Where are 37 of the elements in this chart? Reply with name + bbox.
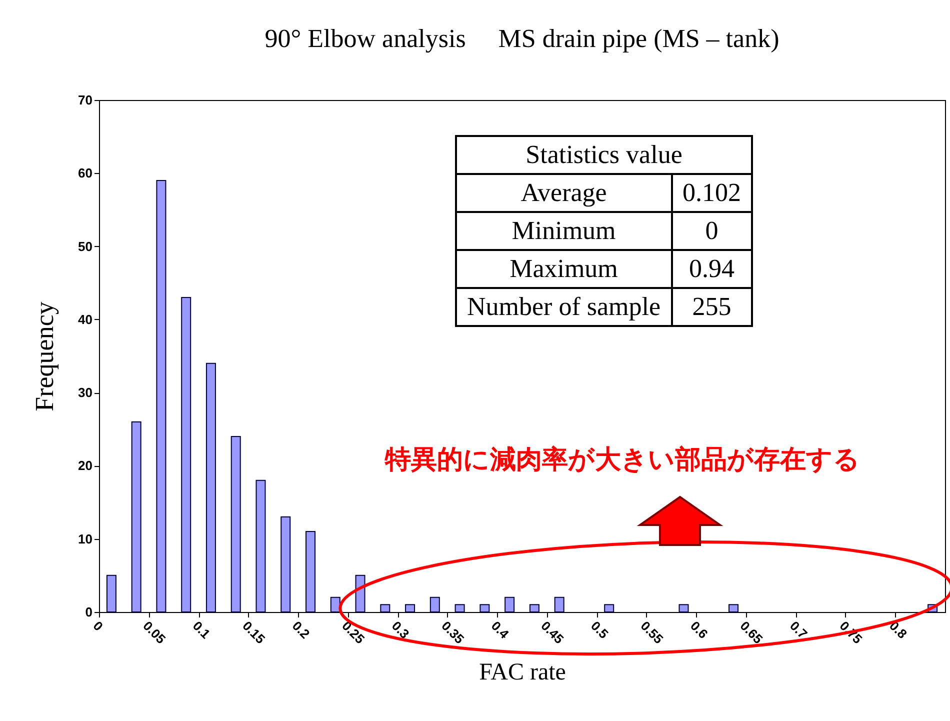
annotation: Average: [456, 174, 672, 212]
annotation: 0.94: [672, 250, 752, 288]
x-tick-label: 0.05: [140, 618, 169, 647]
annotation: Maximum: [456, 250, 672, 288]
annotation: 特異的に減肉率が大きい部品が存在する: [385, 444, 860, 477]
chart-title: 90° Elbow analysis MS drain pipe (MS – tank): [264, 24, 780, 53]
x-tick-label: 0.25: [339, 618, 368, 647]
x-tick-label: 0: [90, 618, 106, 634]
annotation: 255: [672, 288, 752, 326]
x-tick-label: 0.8: [886, 618, 910, 642]
annotation: Minimum: [456, 212, 672, 250]
x-axis-title: FAC rate: [479, 660, 566, 686]
y-axis-title: Frequency: [30, 302, 60, 412]
y-tick-label: 0: [85, 604, 92, 620]
x-tick-label: 0.4: [488, 618, 512, 642]
x-tick-label: 0.1: [190, 618, 214, 642]
x-tick-label: 0.6: [687, 618, 711, 642]
x-tick-label: 0.15: [240, 618, 268, 647]
x-tick-label: 0.7: [787, 618, 810, 642]
annotation: Number of sample: [456, 288, 672, 326]
x-tick-label: 0.3: [388, 618, 412, 642]
x-tick-label: 0.35: [438, 618, 468, 647]
y-tick-label: 10: [78, 531, 92, 546]
annotation: Statistics value: [456, 136, 752, 174]
x-tick-label: 0.55: [638, 618, 666, 647]
x-tick-label: 0.5: [588, 618, 612, 642]
y-tick-label: 70: [78, 92, 92, 108]
y-tick-label: 40: [78, 312, 92, 327]
annotation: 0: [672, 212, 752, 250]
x-tick-label: 0.2: [289, 618, 313, 642]
x-tick-label: 0.65: [737, 618, 766, 647]
y-tick-label: 50: [78, 238, 92, 254]
y-tick-label: 30: [78, 385, 92, 400]
y-tick-label: 20: [78, 458, 92, 474]
annotation: 0.102: [672, 174, 752, 212]
y-tick-label: 60: [78, 166, 92, 181]
x-tick-label: 0.45: [538, 618, 567, 647]
